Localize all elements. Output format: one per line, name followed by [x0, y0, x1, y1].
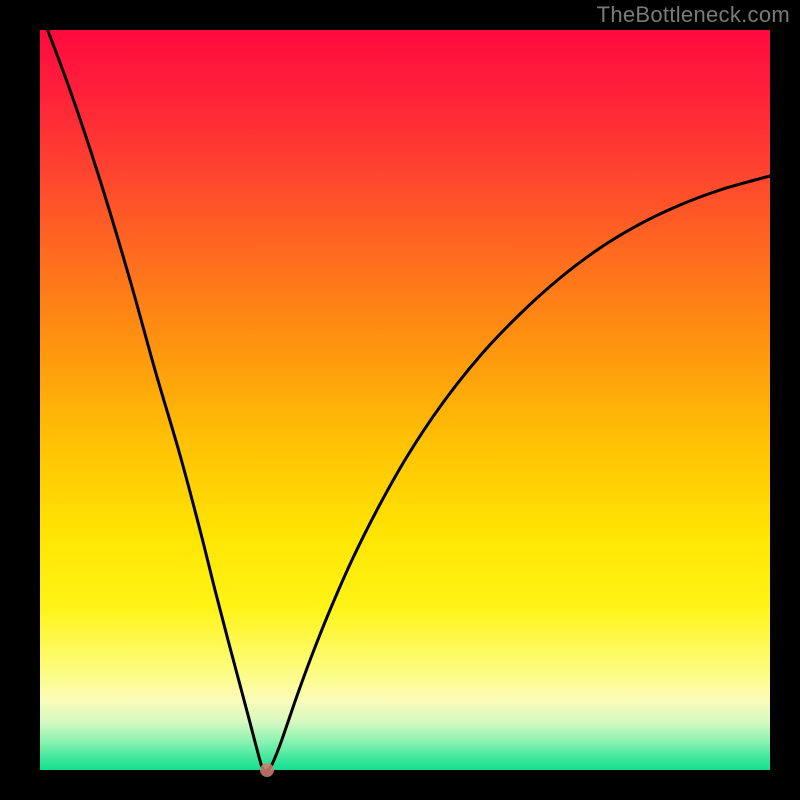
chart-gradient-bg	[40, 30, 770, 770]
watermark-text: TheBottleneck.com	[597, 2, 790, 28]
chart-container: TheBottleneck.com	[0, 0, 800, 800]
optimum-marker	[260, 763, 274, 777]
bottleneck-chart	[0, 0, 800, 800]
